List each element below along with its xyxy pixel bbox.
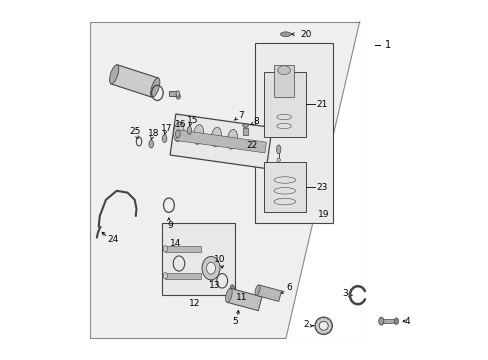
Ellipse shape — [319, 321, 327, 330]
Ellipse shape — [255, 285, 260, 296]
Ellipse shape — [193, 125, 203, 144]
Ellipse shape — [187, 126, 191, 134]
Text: 8: 8 — [253, 117, 259, 126]
Text: 21: 21 — [316, 100, 327, 109]
Bar — [89, 22, 359, 338]
Ellipse shape — [276, 158, 280, 161]
Ellipse shape — [149, 140, 153, 148]
Bar — [256, 285, 281, 301]
Text: 6: 6 — [286, 284, 292, 292]
Ellipse shape — [163, 273, 167, 279]
Polygon shape — [285, 22, 359, 338]
Ellipse shape — [242, 124, 248, 127]
Bar — [381, 319, 396, 323]
Ellipse shape — [378, 317, 383, 325]
Text: 5: 5 — [232, 317, 238, 325]
Ellipse shape — [230, 285, 234, 293]
Bar — [264, 72, 305, 137]
Text: 9: 9 — [167, 220, 173, 230]
Bar — [165, 273, 201, 279]
Ellipse shape — [162, 135, 166, 143]
Ellipse shape — [109, 65, 119, 84]
Text: 10: 10 — [213, 256, 224, 264]
Ellipse shape — [175, 130, 180, 138]
Ellipse shape — [176, 94, 180, 99]
Bar — [162, 223, 235, 295]
Bar — [274, 65, 294, 97]
Text: 1: 1 — [385, 40, 391, 50]
Bar — [168, 91, 178, 96]
Text: 19: 19 — [317, 210, 329, 219]
Text: 3: 3 — [342, 289, 347, 298]
Ellipse shape — [280, 32, 291, 37]
Bar — [170, 114, 271, 168]
Text: 13: 13 — [208, 281, 220, 290]
Bar — [111, 65, 158, 97]
Text: 17: 17 — [161, 125, 172, 134]
Text: 4: 4 — [404, 317, 409, 325]
Bar — [226, 288, 262, 311]
Text: 24: 24 — [107, 235, 119, 244]
Ellipse shape — [206, 262, 215, 274]
Ellipse shape — [314, 317, 332, 334]
Ellipse shape — [176, 91, 179, 96]
Ellipse shape — [277, 66, 290, 75]
Text: 11: 11 — [235, 293, 246, 302]
Text: 18: 18 — [148, 130, 159, 139]
Ellipse shape — [163, 246, 167, 252]
Bar — [243, 128, 247, 135]
Text: 14: 14 — [169, 239, 181, 248]
Text: 22: 22 — [246, 141, 257, 150]
Ellipse shape — [225, 288, 232, 302]
Text: 20: 20 — [300, 30, 311, 39]
Text: 15: 15 — [186, 116, 198, 125]
Ellipse shape — [202, 256, 220, 280]
Text: 16: 16 — [174, 120, 186, 129]
Text: 12: 12 — [189, 299, 200, 307]
Bar — [255, 43, 332, 223]
Text: 23: 23 — [316, 183, 327, 192]
Ellipse shape — [173, 122, 183, 141]
Bar — [264, 162, 305, 212]
Bar — [165, 246, 201, 252]
Text: 25: 25 — [129, 127, 141, 136]
Ellipse shape — [150, 78, 160, 97]
Bar — [175, 130, 266, 153]
Ellipse shape — [276, 145, 280, 154]
Text: 7: 7 — [238, 111, 244, 120]
Ellipse shape — [393, 318, 398, 324]
Ellipse shape — [211, 127, 221, 147]
Text: 2: 2 — [303, 320, 309, 329]
Ellipse shape — [226, 129, 237, 149]
